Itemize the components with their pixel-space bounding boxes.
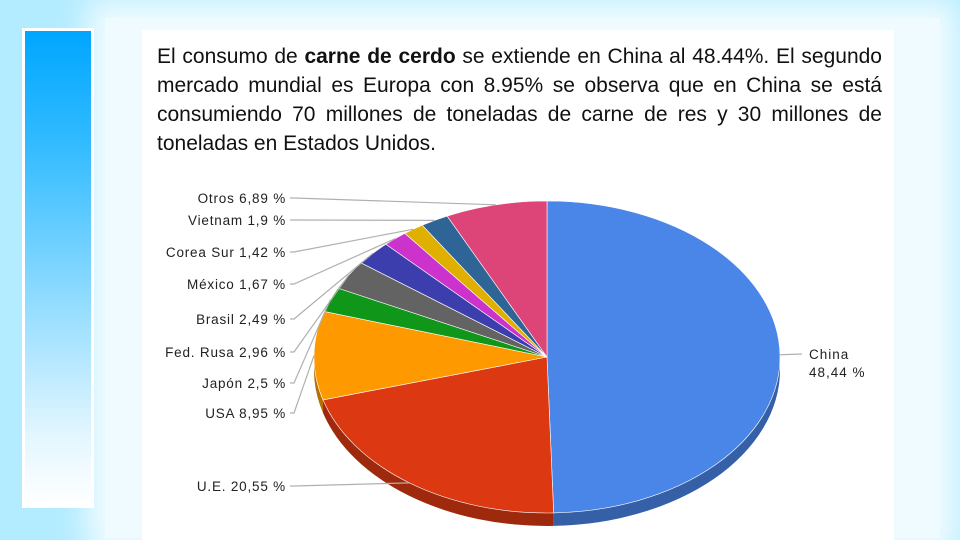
leader-line-mexico [290, 238, 396, 285]
label-leader-lines [290, 197, 803, 487]
slice-label-usa: USA 8,95 % [205, 406, 286, 421]
slice-label-japon: Japón 2,5 % [202, 376, 286, 391]
paragraph-part-2: se extiende en China al 48.44%. El segun… [157, 45, 882, 155]
side-decoration-bar [25, 31, 91, 505]
paragraph-emphasis: carne de cerdo [304, 45, 456, 68]
slice-side-china [553, 357, 780, 526]
slice-otros [446, 200, 548, 358]
slice-label-u-e: U.E. 20,55 % [197, 479, 286, 494]
slice-label-brasil: Brasil 2,49 % [196, 312, 286, 327]
leader-line-otros [290, 197, 496, 206]
pie-slices [313, 200, 781, 514]
leader-line-corea-sur [290, 228, 414, 253]
leader-line-fed-rusa [290, 274, 350, 353]
slice-label-vietnam: Vietnam 1,9 % [188, 213, 286, 228]
leader-line-china [779, 353, 803, 356]
slice-side-usa [314, 357, 323, 413]
slice-usa [313, 311, 548, 401]
slice-china [546, 200, 781, 514]
slice-label-corea-sur: Corea Sur 1,42 % [166, 245, 286, 260]
slice-label-china: 48,44 % [809, 365, 866, 380]
slice-label-china: China [809, 347, 849, 362]
slice-side-u-e [322, 399, 554, 526]
pie-depth-layer [314, 357, 780, 526]
slice-label-mexico: México 1,67 % [187, 277, 286, 292]
slide-paragraph: El consumo de carne de cerdo se extiende… [157, 42, 882, 158]
slice-labels: China 48,44 % U.E. 20,55 % USA 8,95 % Japón … [165, 191, 866, 494]
leader-line-brasil [290, 252, 374, 320]
slice-label-fed-rusa: Fed. Rusa 2,96 % [165, 345, 286, 360]
paragraph-part-1: El consumo de [157, 45, 305, 68]
slice-u-e [322, 356, 554, 514]
leader-line-u-e [290, 482, 410, 487]
leader-line-usa [290, 355, 315, 414]
leader-line-japon [290, 299, 331, 384]
slice-label-otros: Otros 6,89 % [198, 191, 286, 206]
